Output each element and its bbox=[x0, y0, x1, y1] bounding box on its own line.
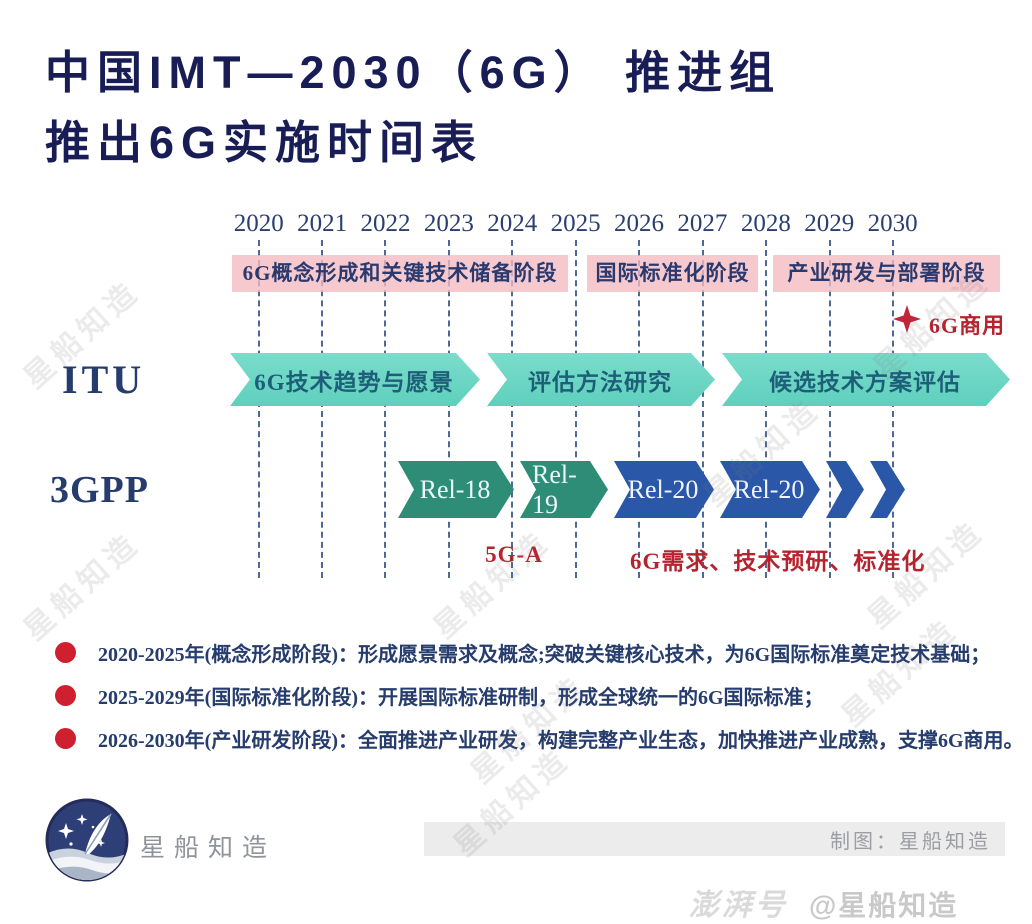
credit-text: 制图：星船知造 bbox=[830, 830, 991, 853]
3gpp-segment-rel20: Rel-20 bbox=[614, 461, 714, 518]
year-axis: 2020 2021 2022 2023 2024 2025 2026 2027 … bbox=[227, 210, 924, 238]
year-gridline bbox=[384, 240, 386, 578]
bullet-dot-icon bbox=[55, 728, 76, 749]
platform-watermark: 澎湃号 @星船知造 bbox=[687, 880, 959, 924]
3gpp-segment-label: Rel-19 bbox=[532, 459, 577, 519]
itu-segment: 6G技术趋势与愿景 bbox=[230, 353, 480, 406]
annotation-6g-requirements: 6G需求、技术预研、标准化 bbox=[630, 549, 926, 574]
phase-bar-concept: 6G概念形成和关键技术储备阶段 bbox=[232, 255, 568, 292]
note-item: 2026-2030年(产业研发阶段)：全面推进产业研发，构建完整产业生态，加快推… bbox=[55, 724, 1024, 753]
itu-segment: 评估方法研究 bbox=[487, 353, 715, 406]
phase-label: 产业研发与部署阶段 bbox=[787, 261, 986, 285]
page-title-line2: 推出6G实施时间表 bbox=[45, 116, 484, 168]
year-gridline bbox=[511, 240, 513, 578]
account-handle: @星船知造 bbox=[809, 890, 959, 921]
year-gridline bbox=[321, 240, 323, 578]
3gpp-segment-label: Rel-20 bbox=[733, 474, 805, 504]
phase-bar-standardization: 国际标准化阶段 bbox=[587, 255, 758, 292]
year-gridline bbox=[258, 240, 260, 578]
page-title: 中国IMT—2030（6G） 推进组 推出6G实施时间表 bbox=[45, 38, 781, 178]
commercial-launch-label: 6G商用 bbox=[929, 313, 1006, 338]
brand-name: 星船知造 bbox=[140, 834, 277, 862]
3gpp-segment-label: Rel-18 bbox=[419, 474, 491, 504]
year-label: 2023 bbox=[423, 210, 474, 237]
note-text: 2020-2025年(概念形成阶段)：形成愿景需求及概念;突破关键核心技术，为6… bbox=[98, 644, 991, 666]
note-item: 2020-2025年(概念形成阶段)：形成愿景需求及概念;突破关键核心技术，为6… bbox=[55, 638, 1024, 667]
brand-logo-icon bbox=[45, 798, 129, 882]
itu-band: 6G技术趋势与愿景 评估方法研究 候选技术方案评估 bbox=[230, 353, 1010, 406]
phase-label: 国际标准化阶段 bbox=[595, 261, 750, 285]
3gpp-segment-rel20b: Rel-20 bbox=[720, 461, 820, 518]
diagonal-watermark: 星船知造 bbox=[427, 524, 557, 646]
credit-bar: 制图：星船知造 bbox=[424, 822, 1005, 856]
year-label: 2029 bbox=[804, 210, 855, 237]
3gpp-segment-future bbox=[826, 461, 864, 518]
year-gridline bbox=[765, 240, 767, 578]
year-gridline bbox=[829, 240, 831, 578]
year-label: 2027 bbox=[677, 210, 728, 237]
platform-logo-text: 澎湃号 bbox=[687, 889, 795, 922]
track-label-3gpp: 3GPP bbox=[50, 469, 149, 511]
3gpp-segment-rel19: Rel-19 bbox=[520, 461, 608, 518]
3gpp-segment-label: Rel-20 bbox=[627, 474, 699, 504]
phase-label: 6G概念形成和关键技术储备阶段 bbox=[242, 261, 558, 285]
year-gridline bbox=[638, 240, 640, 578]
itu-segment-label: 6G技术趋势与愿景 bbox=[254, 369, 454, 395]
itu-segment-label: 评估方法研究 bbox=[528, 369, 672, 395]
track-label-itu: ITU bbox=[62, 357, 146, 402]
3gpp-band: Rel-18 Rel-19 Rel-20 Rel-20 bbox=[398, 461, 905, 518]
page-title-line1: 中国IMT—2030（6G） 推进组 bbox=[45, 47, 782, 98]
year-label: 2025 bbox=[550, 210, 601, 237]
year-gridline bbox=[575, 240, 577, 578]
year-gridline bbox=[702, 240, 704, 578]
phase-bar-industry: 产业研发与部署阶段 bbox=[773, 255, 1000, 292]
3gpp-segment-rel18: Rel-18 bbox=[398, 461, 514, 518]
year-label: 2022 bbox=[360, 210, 411, 237]
note-item: 2025-2029年(国际标准化阶段)：开展国际标准研制，形成全球统一的6G国际… bbox=[55, 681, 1024, 710]
note-text: 2025-2029年(国际标准化阶段)：开展国际标准研制，形成全球统一的6G国际… bbox=[98, 687, 824, 709]
3gpp-segment-future bbox=[870, 461, 905, 518]
year-label: 2021 bbox=[297, 210, 348, 237]
year-gridline bbox=[892, 240, 894, 578]
year-label: 2030 bbox=[867, 210, 918, 237]
year-gridline bbox=[448, 240, 450, 578]
annotation-5g-a: 5G-A bbox=[485, 542, 543, 567]
year-label: 2026 bbox=[614, 210, 665, 237]
year-label: 2020 bbox=[233, 210, 284, 237]
bullet-dot-icon bbox=[55, 685, 76, 706]
year-label: 2028 bbox=[740, 210, 791, 237]
notes-list: 2020-2025年(概念形成阶段)：形成愿景需求及概念;突破关键核心技术，为6… bbox=[55, 638, 1024, 767]
year-label: 2024 bbox=[487, 210, 538, 237]
itu-segment: 候选技术方案评估 bbox=[722, 353, 1010, 406]
itu-segment-label: 候选技术方案评估 bbox=[769, 369, 961, 395]
diagonal-watermark: 星船知造 bbox=[17, 526, 147, 648]
bullet-dot-icon bbox=[55, 642, 76, 663]
star-icon bbox=[893, 305, 921, 333]
note-text: 2026-2030年(产业研发阶段)：全面推进产业研发，构建完整产业生态，加快推… bbox=[98, 730, 1024, 752]
